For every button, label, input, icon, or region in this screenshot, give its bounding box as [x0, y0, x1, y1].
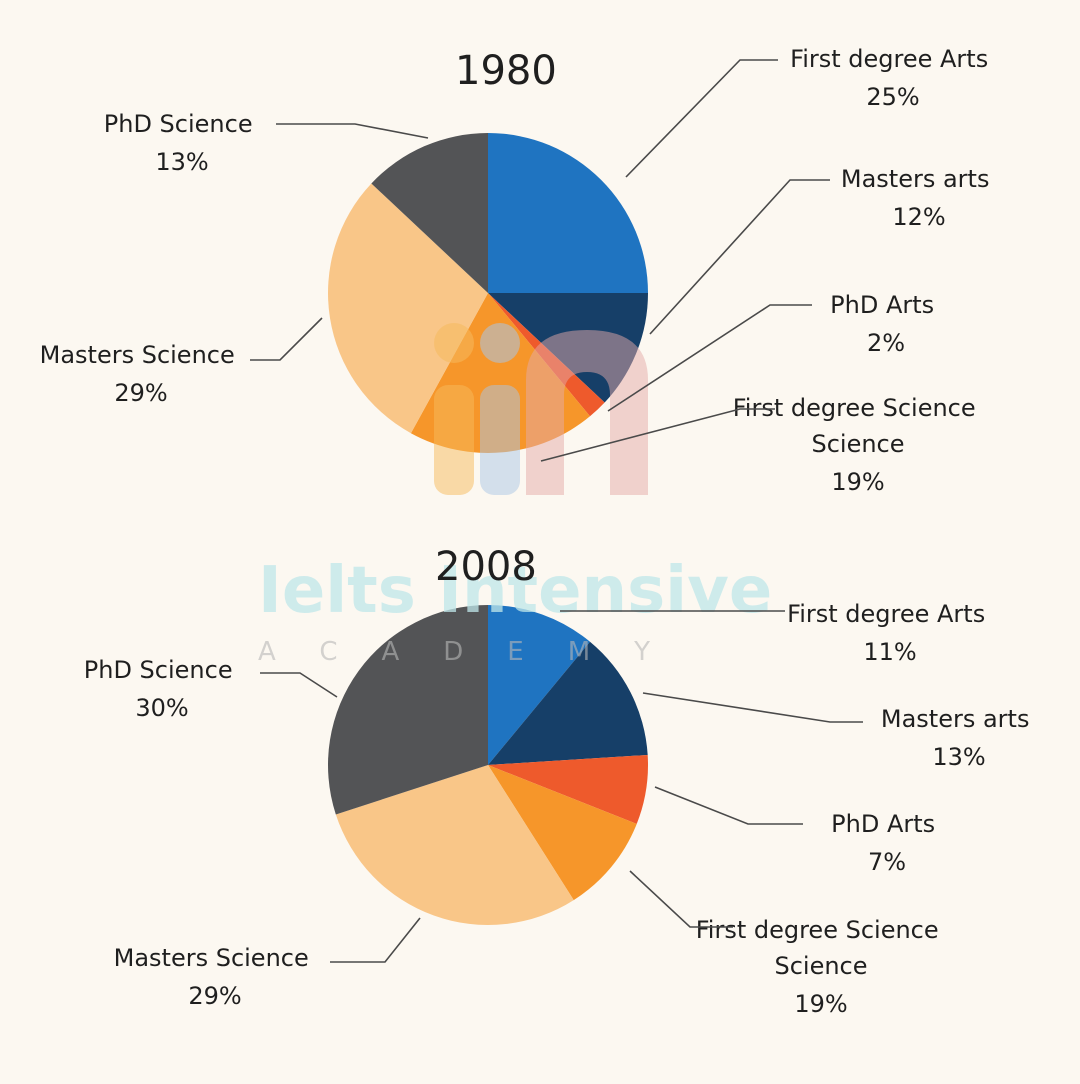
- label-1980-phd-science: PhD Science 13%: [104, 110, 260, 176]
- label-text: PhD Arts: [831, 810, 935, 838]
- label-2008-first-degree-science: First degree Science 19%: [696, 916, 947, 1018]
- pie-slice-2008-phd-science: [327, 605, 488, 815]
- label-text: Masters Science: [114, 944, 309, 972]
- watermark-m-shape: [526, 330, 648, 495]
- leader-2008-phd-science: [260, 672, 338, 698]
- leader-2008-first-degree-science: [629, 870, 733, 928]
- pie-slice-2008-masters-arts: [488, 641, 648, 765]
- label-text: PhD Science: [104, 110, 253, 138]
- label-2008-first-degree-arts: First degree Arts 11%: [787, 600, 993, 666]
- leader-1980-phd-arts: [607, 304, 812, 412]
- labels-1980: First degree Arts 25% Masters arts 12% P…: [40, 45, 997, 496]
- label-text: First degree Arts: [787, 600, 985, 628]
- pie-slice-1980-first-degree-arts: [488, 133, 648, 293]
- watermark-dot-1: [434, 323, 474, 363]
- label-text: First degree Science: [696, 916, 939, 944]
- label-2008-phd-science: PhD Science 30%: [84, 656, 240, 722]
- pie-slice-2008-phd-arts: [488, 754, 648, 824]
- label-1980-masters-arts: Masters arts 12%: [841, 165, 997, 231]
- leader-1980-masters-arts: [649, 179, 830, 335]
- label-pct: 7%: [868, 848, 906, 876]
- label-1980-phd-arts: PhD Arts 2%: [830, 291, 942, 357]
- label-text: Masters arts: [841, 165, 990, 193]
- watermark-dot-2: [480, 323, 520, 363]
- label-1980-first-degree-science-line2: Science: [811, 430, 904, 458]
- label-pct: 29%: [114, 379, 167, 407]
- label-pct: 12%: [892, 203, 945, 231]
- chart-title-2008: 2008: [435, 544, 537, 590]
- label-pct: 13%: [155, 148, 208, 176]
- watermark-logo: Ielts Intensive ACADEMY: [258, 323, 772, 667]
- leader-1980-first-degree-science: [540, 408, 775, 462]
- label-2008-first-degree-science-line2: Science: [774, 952, 867, 980]
- watermark-bar-2: [480, 385, 520, 495]
- label-pct: 25%: [866, 83, 919, 111]
- pie-slice-1980-phd-science: [371, 133, 488, 293]
- leader-1980-phd-science: [276, 123, 429, 139]
- leader-1980-first-degree-arts: [625, 59, 778, 178]
- chart-title-1980: 1980: [455, 48, 557, 94]
- pie-slice-1980-masters-science: [328, 183, 488, 434]
- label-1980-masters-science: Masters Science 29%: [40, 341, 243, 407]
- label-2008-masters-science: Masters Science 29%: [114, 944, 317, 1010]
- label-pct: 13%: [932, 743, 985, 771]
- leader-1980-masters-science: [250, 317, 323, 361]
- leader-2008-phd-arts: [654, 786, 803, 825]
- label-pct: 19%: [794, 990, 847, 1018]
- labels-2008: First degree Arts 11% Masters arts 13% P…: [84, 600, 1037, 1018]
- label-text: PhD Science: [84, 656, 233, 684]
- label-pct: 19%: [831, 468, 884, 496]
- pie-slice-2008-first-degree-science: [488, 765, 637, 901]
- label-1980-first-degree-science: First degree Science 19%: [733, 394, 984, 496]
- label-1980-first-degree-arts: First degree Arts 25%: [790, 45, 996, 111]
- label-2008-masters-arts: Masters arts 13%: [881, 705, 1037, 771]
- label-text: First degree Arts: [790, 45, 988, 73]
- leader-2008-masters-science: [330, 917, 421, 963]
- label-pct: 30%: [135, 694, 188, 722]
- label-text: Masters arts: [881, 705, 1030, 733]
- label-2008-phd-arts: PhD Arts 7%: [831, 810, 943, 876]
- pie-slice-2008-first-degree-arts: [488, 605, 590, 765]
- watermark-bar-1: [434, 385, 474, 495]
- label-text: First degree Science: [733, 394, 976, 422]
- label-text: PhD Arts: [830, 291, 934, 319]
- label-pct: 29%: [188, 982, 241, 1010]
- pie-slice-2008-masters-science: [335, 765, 574, 925]
- pies-layer: [327, 133, 648, 925]
- label-text: Masters Science: [40, 341, 235, 369]
- label-pct: 11%: [863, 638, 916, 666]
- leader-2008-masters-arts: [642, 692, 863, 723]
- label-pct: 2%: [867, 329, 905, 357]
- watermark-name: Ielts Intensive: [258, 554, 772, 628]
- watermark-sub: ACADEMY: [258, 637, 694, 667]
